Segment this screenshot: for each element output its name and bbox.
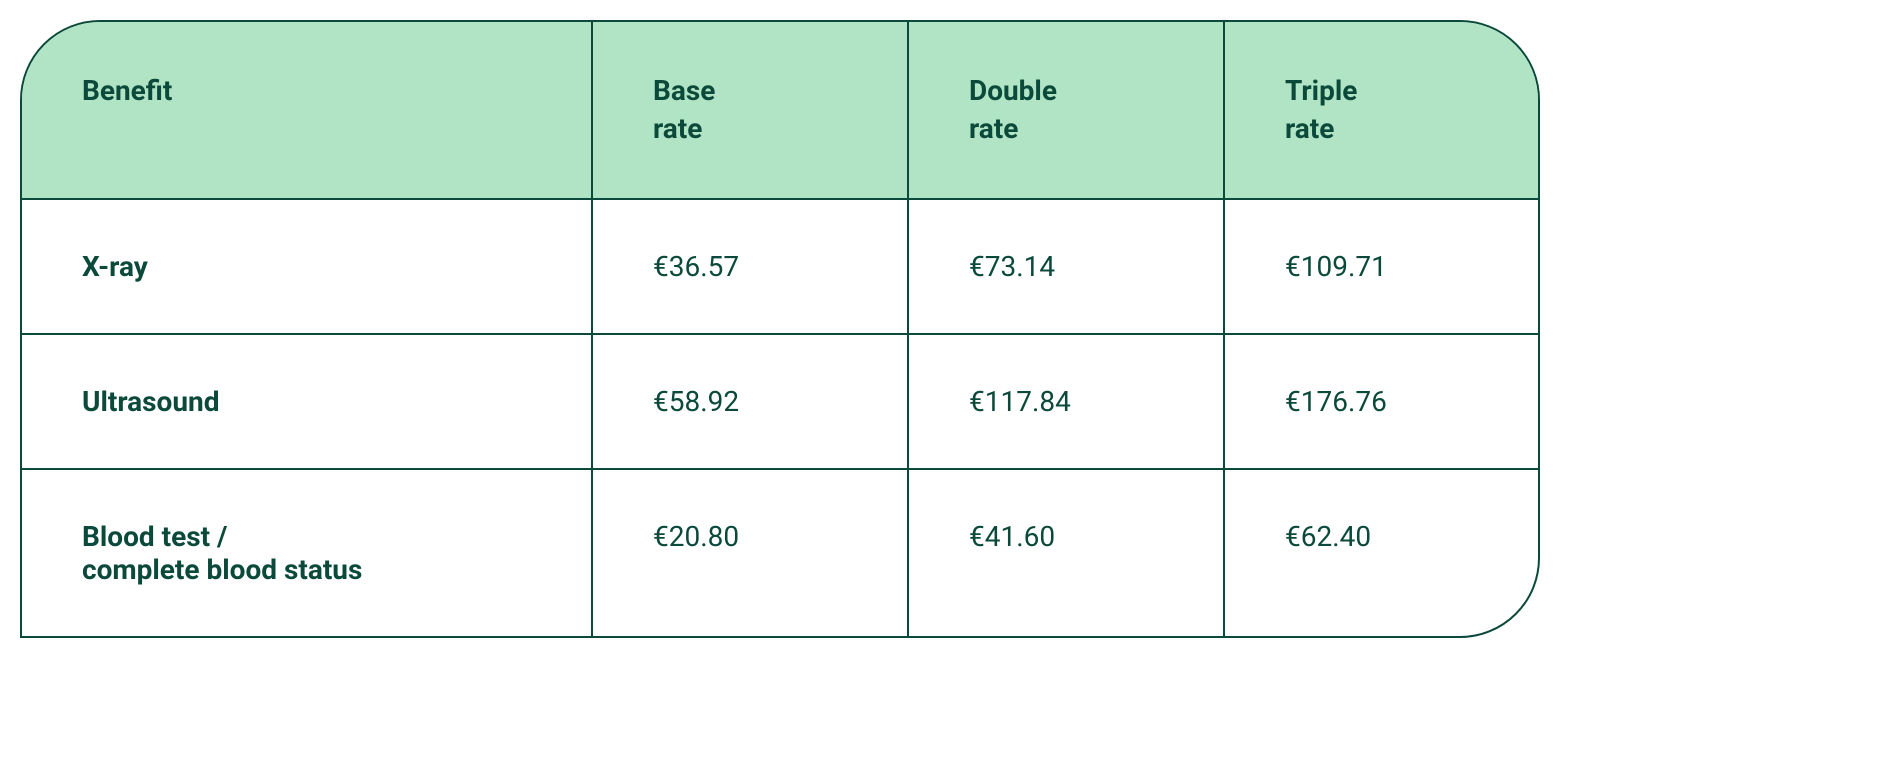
- benefit-name: Ultrasound: [22, 334, 592, 469]
- col-header-double-rate: Double rate: [908, 22, 1224, 199]
- header-label: Benefit: [82, 72, 531, 110]
- col-header-triple-rate: Triple rate: [1224, 22, 1540, 199]
- table-row: Blood test / complete blood status €20.8…: [22, 469, 1540, 636]
- benefit-label: X-ray: [82, 250, 531, 283]
- base-rate-value: €58.92: [592, 334, 908, 469]
- benefit-label: Blood test /: [82, 520, 531, 553]
- table-header: Benefit Base rate Double rate Triple rat…: [22, 22, 1540, 199]
- double-rate-value: €73.14: [908, 199, 1224, 334]
- benefit-name: Blood test / complete blood status: [22, 469, 592, 636]
- triple-rate-value: €176.76: [1224, 334, 1540, 469]
- double-rate-value: €41.60: [908, 469, 1224, 636]
- table-row: Ultrasound €58.92 €117.84 €176.76: [22, 334, 1540, 469]
- base-rate-value: €20.80: [592, 469, 908, 636]
- benefit-label: complete blood status: [82, 553, 531, 586]
- header-label: rate: [1285, 110, 1480, 148]
- header-label: rate: [653, 110, 847, 148]
- col-header-benefit: Benefit: [22, 22, 592, 199]
- table-row: X-ray €36.57 €73.14 €109.71: [22, 199, 1540, 334]
- benefit-label: Ultrasound: [82, 385, 531, 418]
- table-header-row: Benefit Base rate Double rate Triple rat…: [22, 22, 1540, 199]
- benefit-rate-table: Benefit Base rate Double rate Triple rat…: [20, 20, 1540, 638]
- col-header-base-rate: Base rate: [592, 22, 908, 199]
- benefit-name: X-ray: [22, 199, 592, 334]
- table: Benefit Base rate Double rate Triple rat…: [22, 22, 1540, 636]
- header-label: Double: [969, 72, 1163, 110]
- triple-rate-value: €109.71: [1224, 199, 1540, 334]
- header-label: Base: [653, 72, 847, 110]
- triple-rate-value: €62.40: [1224, 469, 1540, 636]
- double-rate-value: €117.84: [908, 334, 1224, 469]
- base-rate-value: €36.57: [592, 199, 908, 334]
- header-label: Triple: [1285, 72, 1480, 110]
- table-body: X-ray €36.57 €73.14 €109.71 Ultrasound €…: [22, 199, 1540, 636]
- header-label: rate: [969, 110, 1163, 148]
